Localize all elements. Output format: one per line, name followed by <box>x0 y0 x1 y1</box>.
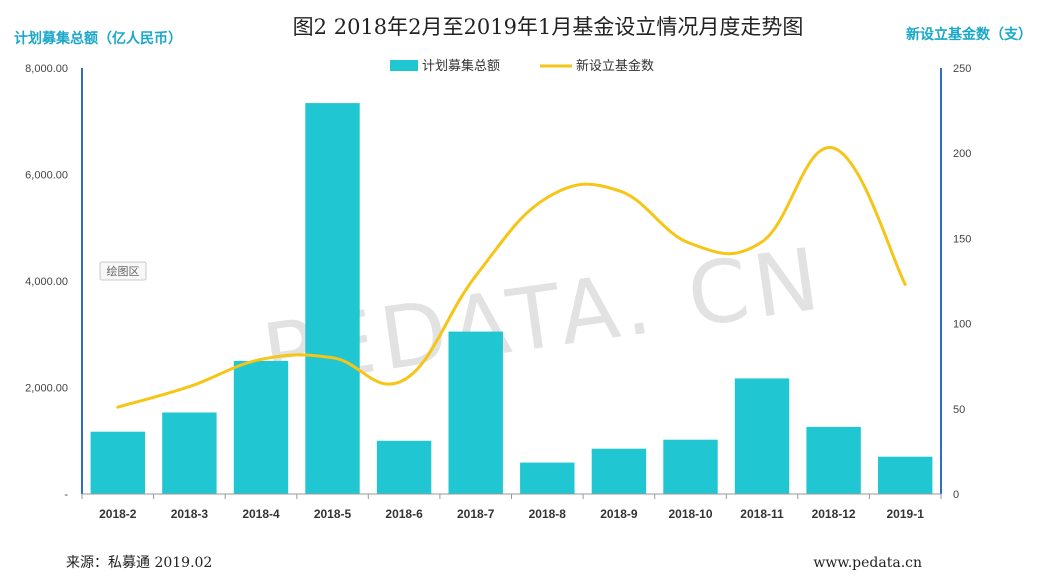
x-tick-label: 2018-8 <box>529 507 567 521</box>
right-tick-label: 250 <box>953 63 971 75</box>
line-point-2018-4 <box>259 357 263 361</box>
bar-2018-3 <box>162 412 217 494</box>
bar-2018-5 <box>305 103 360 494</box>
x-tick-label: 2018-3 <box>171 507 209 521</box>
left-tick-label: 6,000.00 <box>25 170 68 182</box>
x-tick-labels: 2018-2 2018-3 2018-4 2018-5 2018-6 2018-7 2018… <box>81 494 942 521</box>
line-point-2019-1 <box>903 282 907 286</box>
plot-area-tag-box <box>99 261 147 281</box>
legend-label-bar: 计划募集总额 <box>422 58 500 73</box>
line-point-2018-5 <box>331 356 334 360</box>
right-tick-label: 150 <box>953 233 971 245</box>
line-point-2018-8 <box>545 196 549 199</box>
bar-2018-7 <box>448 331 503 494</box>
x-tick-label: 2018-4 <box>242 507 280 521</box>
x-tick-label: 2019-1 <box>887 507 925 521</box>
left-tick-label: 4,000.00 <box>25 276 68 288</box>
left-tick-label: - <box>64 489 68 501</box>
line-point-2018-3 <box>187 385 191 389</box>
legend-label-line: 新设立基金数 <box>576 58 654 73</box>
right-tick-label: 0 <box>953 489 959 501</box>
left-tick-labels: - 2,000.00 4,000.00 6,000.00 8,000.00 <box>25 63 68 501</box>
left-axis-title: 计划募集总额（亿人民币） <box>14 30 182 46</box>
bar-2018-6 <box>376 440 432 495</box>
x-tick-label: 2018-5 <box>314 507 352 521</box>
x-tick-label: 2018-7 <box>457 507 495 521</box>
line-point-2018-7 <box>474 274 478 278</box>
right-tick-labels: 0 50 100 150 200 250 <box>953 63 971 501</box>
line-point-2018-6 <box>402 378 406 382</box>
right-axis-title: 新设立基金数（支） <box>906 26 1032 42</box>
bar-series <box>90 103 933 495</box>
bar-2018-9 <box>591 448 647 494</box>
bar-2018-10 <box>663 439 718 494</box>
right-tick-label: 200 <box>953 148 971 160</box>
x-tick-label: 2018-12 <box>812 507 856 521</box>
chart-title: 图2 2018年2月至2019年1月基金设立情况月度走势图 <box>293 15 804 39</box>
x-tick-label: 2018-6 <box>385 507 423 521</box>
bar-2018-11 <box>734 378 790 494</box>
left-tick-label: 2,000.00 <box>25 383 68 395</box>
plot-area-tag: 绘图区 <box>99 261 147 281</box>
legend: 计划募集总额 新设立基金数 <box>390 58 654 73</box>
x-tick-label: 2018-9 <box>600 507 638 521</box>
bar-2018-2 <box>90 431 145 494</box>
left-tick-label: 8,000.00 <box>25 63 68 75</box>
right-tick-label: 100 <box>953 319 971 331</box>
line-series-layer <box>116 146 907 409</box>
bar-2018-8 <box>520 462 575 494</box>
line-point-2018-9 <box>617 189 621 193</box>
right-tick-label: 50 <box>953 404 965 416</box>
footer-site: www.pedata.cn <box>813 555 922 571</box>
x-tick-label: 2018-10 <box>668 507 712 521</box>
plot-area-tag-label: 绘图区 <box>107 264 140 278</box>
legend-swatch-bar <box>390 60 418 71</box>
bar-2019-1 <box>878 456 933 494</box>
line-point-2018-11 <box>760 240 764 244</box>
line-point-2018-12 <box>832 146 836 150</box>
x-tick-label: 2018-2 <box>99 507 137 521</box>
line-point-2018-2 <box>116 405 120 409</box>
bar-2018-12 <box>806 426 861 494</box>
x-tick-label: 2018-11 <box>740 507 784 521</box>
bar-2018-4 <box>233 360 289 494</box>
footer-source: 来源：私募通 2019.02 <box>66 555 212 571</box>
line-point-2018-10 <box>689 242 692 245</box>
